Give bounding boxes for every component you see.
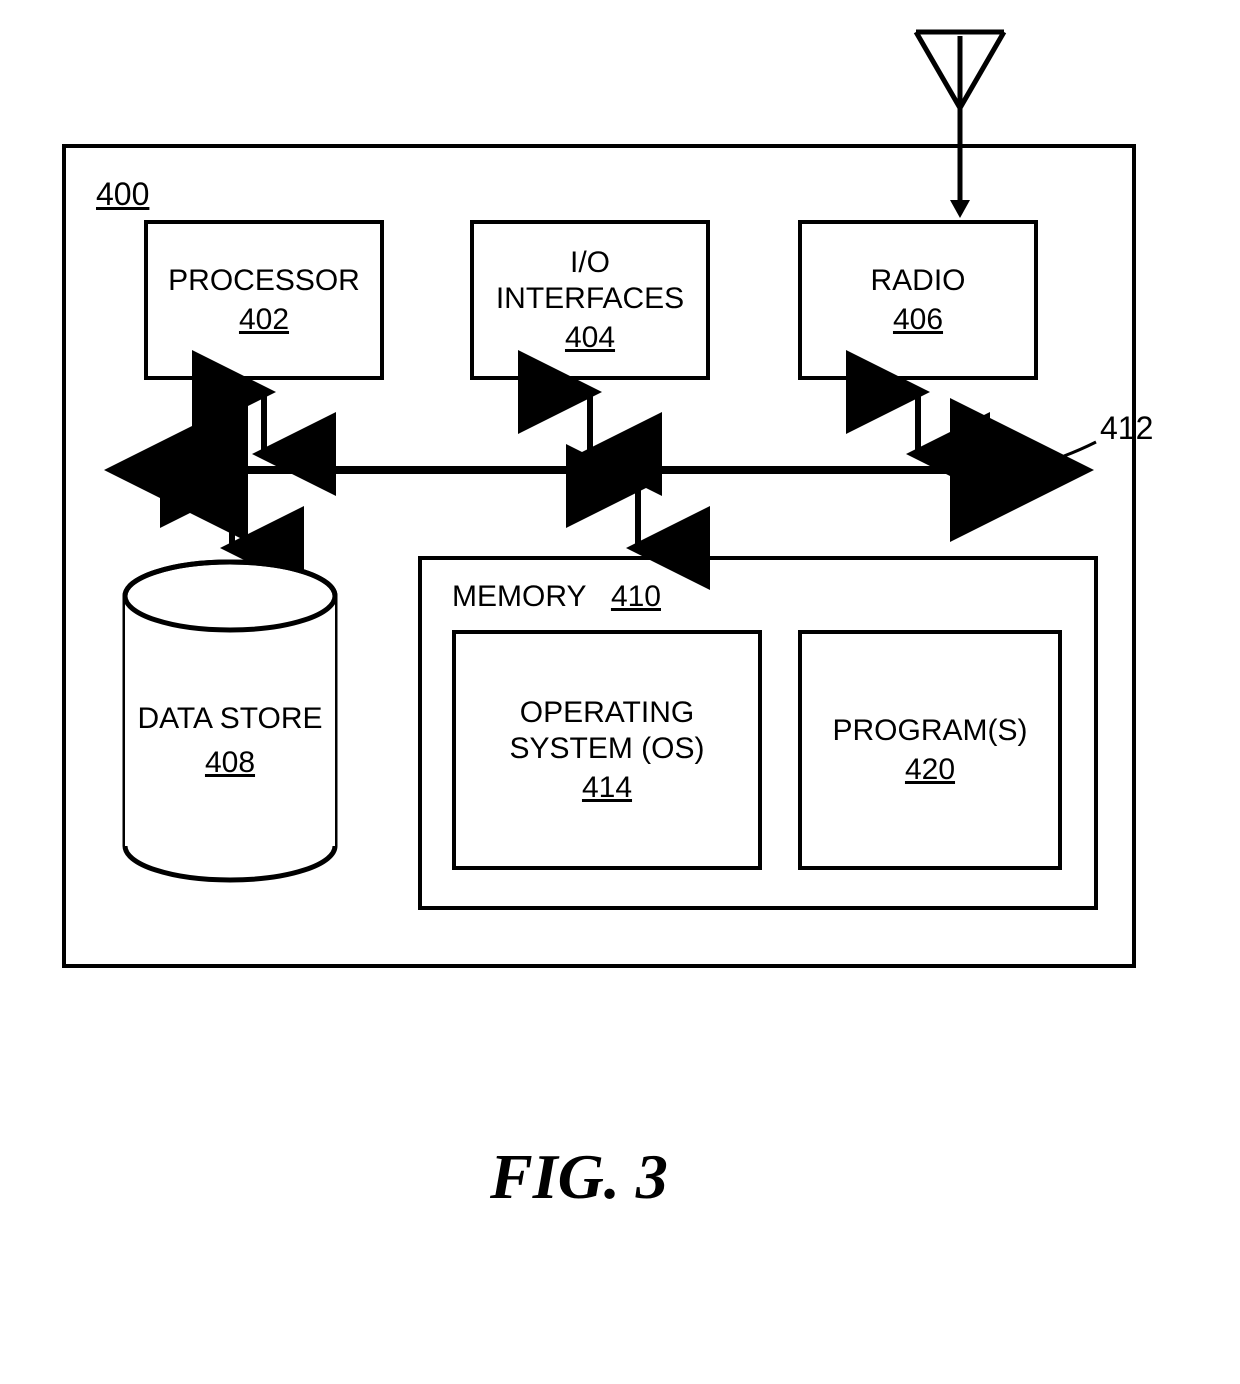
data-store-number: 408: [205, 746, 255, 779]
data-store-label: DATA STORE: [137, 702, 322, 735]
data-store-cylinder: DATA STORE 408: [125, 562, 335, 880]
bus-ref-leader: [1064, 442, 1096, 456]
diagram-root: 400 PROCESSOR 402 I/O INTERFACES 404 RAD…: [0, 0, 1240, 1384]
diagram-svg-overlay: DATA STORE 408: [0, 0, 1240, 1384]
antenna-icon: [916, 32, 1004, 218]
